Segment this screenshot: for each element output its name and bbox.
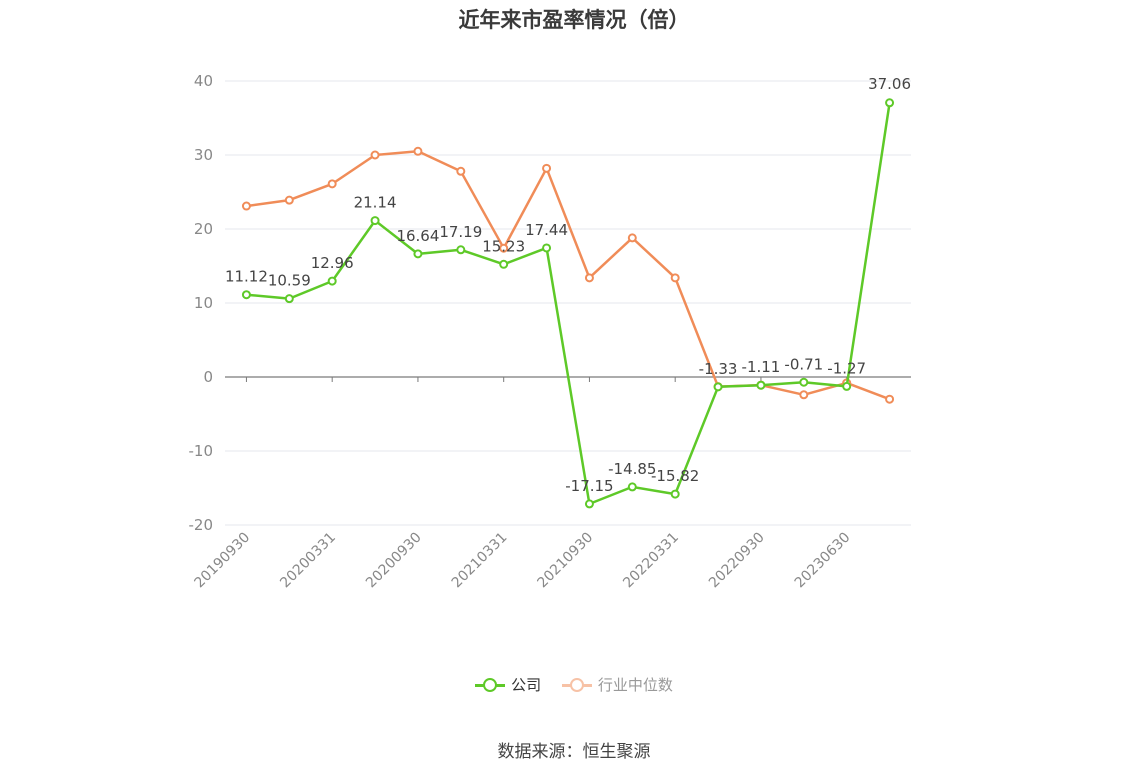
industry-data-point: [584, 273, 594, 283]
company-series-line: [246, 102, 891, 506]
pe-ratio-line-chart: -20 -10 0 10 20 30 40 20190930 20200331 20200930 2…: [189, 72, 912, 592]
legend-company-line-icon: [475, 677, 506, 692]
industry-data-point: [284, 195, 294, 205]
industry-data-point: [799, 390, 809, 400]
company-data-point: [670, 489, 680, 499]
industry-data-point: [885, 394, 895, 404]
y-tick-label: 40: [194, 72, 213, 90]
x-tick-label: 20200331: [277, 530, 339, 592]
company-data-point: [370, 216, 380, 226]
company-data-point: [756, 380, 766, 390]
x-tick-label: 20230630: [792, 530, 854, 592]
chart-title: 近年来市盈率情况（倍）: [458, 8, 690, 32]
legend-item-industry[interactable]: 行业中位数: [561, 674, 673, 695]
company-data-point: [456, 245, 466, 255]
company-data-point: [885, 98, 895, 108]
company-data-label: -15.82: [651, 467, 699, 485]
x-tick-label: 20200930: [363, 530, 425, 592]
industry-data-point: [413, 146, 423, 156]
company-data-point: [413, 249, 423, 259]
y-tick-label: -20: [189, 516, 214, 534]
y-tick-label: 30: [194, 146, 213, 164]
y-tick-label: -10: [189, 442, 214, 460]
company-data-label: 15.23: [482, 237, 525, 255]
x-tick-label: 20220930: [706, 530, 768, 592]
industry-data-point: [499, 243, 509, 253]
x-tick-label: 20220331: [620, 530, 682, 592]
company-data-label: 21.14: [354, 194, 397, 212]
legend-industry-line-icon: [561, 677, 592, 692]
company-data-label: 16.64: [396, 227, 439, 245]
x-tick-label: 20210331: [449, 530, 511, 592]
company-data-point: [284, 294, 294, 304]
legend-item-company[interactable]: 公司: [475, 674, 541, 695]
company-data-label: 11.12: [225, 268, 268, 286]
chart-legend: 公司 行业中位数: [0, 674, 1148, 696]
company-data-label: -1.11: [742, 358, 781, 376]
legend-company-label: 公司: [511, 676, 542, 694]
industry-data-point: [627, 233, 637, 243]
company-data-point: [713, 382, 723, 392]
company-data-label: 10.59: [268, 272, 311, 290]
company-data-point: [499, 259, 509, 269]
x-tick-label: 20210930: [535, 530, 597, 592]
company-data-point: [241, 290, 251, 300]
company-data-label: -1.33: [699, 360, 738, 378]
company-data-point: [842, 381, 852, 391]
company-data-label: -0.71: [784, 355, 823, 373]
y-tick-label: 0: [203, 368, 213, 386]
company-data-point: [627, 482, 637, 492]
company-data-label: -17.15: [565, 477, 613, 495]
company-data-label: 17.44: [525, 221, 568, 239]
company-data-label: 37.06: [868, 75, 911, 93]
industry-data-point: [670, 273, 680, 283]
y-tick-label: 10: [194, 294, 213, 312]
industry-data-point: [456, 166, 466, 176]
industry-data-point: [370, 150, 380, 160]
data-source-note: 数据来源：恒生聚源: [497, 742, 651, 762]
company-data-point: [799, 377, 809, 387]
industry-data-point: [241, 201, 251, 211]
company-data-label: 17.19: [439, 223, 482, 241]
industry-series-line: [246, 150, 891, 401]
legend-industry-label: 行业中位数: [597, 676, 673, 694]
company-data-label: -1.27: [827, 359, 866, 377]
company-data-point: [542, 243, 552, 253]
industry-data-point: [327, 179, 337, 189]
company-data-point: [327, 276, 337, 286]
x-tick-label: 20190930: [192, 530, 254, 592]
industry-data-point: [542, 163, 552, 173]
y-tick-label: 20: [194, 220, 213, 238]
company-data-point: [584, 499, 594, 509]
company-data-label: -14.85: [608, 460, 656, 478]
company-data-label: 12.96: [311, 254, 354, 272]
